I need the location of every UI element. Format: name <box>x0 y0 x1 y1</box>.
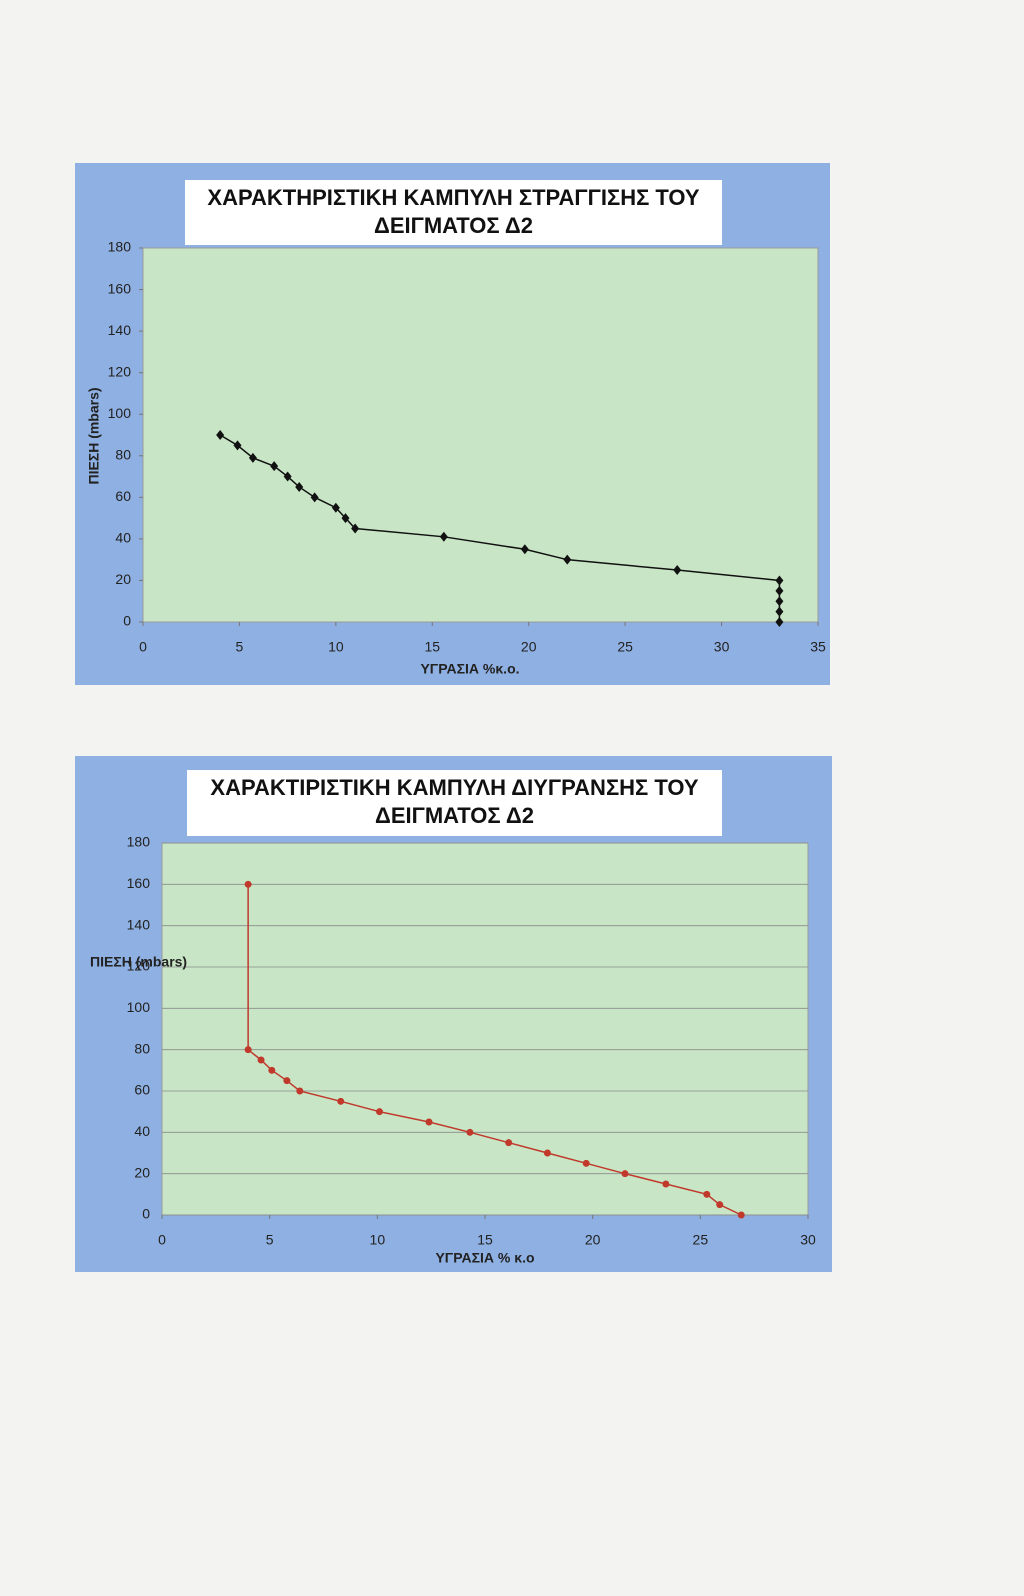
chart-title: ΧΑΡΑΚΤΗΡΙΣΤΙΚΗ ΚΑΜΠΥΛΗ ΣΤΡΑΓΓΙΣΗΣ ΤΟΥ ΔΕ… <box>185 180 722 245</box>
data-point <box>520 544 529 555</box>
data-point <box>543 1149 551 1157</box>
y-tick-label: 160 <box>108 280 132 296</box>
data-point <box>716 1201 724 1209</box>
data-point <box>351 523 360 534</box>
y-axis-label: ΠΙΕΣΗ (mbars) <box>90 954 187 970</box>
y-tick-label: 0 <box>123 613 131 629</box>
data-point <box>296 1087 304 1095</box>
x-tick-label: 25 <box>693 1232 709 1248</box>
data-point <box>295 481 304 492</box>
plot-area <box>161 842 809 1216</box>
data-point <box>244 1046 252 1054</box>
x-tick-label: 5 <box>236 639 244 655</box>
y-axis-label: ΠΙΕΣΗ (mbars) <box>86 387 102 484</box>
data-point <box>662 1180 670 1188</box>
data-point <box>268 1066 276 1074</box>
x-tick-label: 25 <box>617 639 633 655</box>
data-point <box>775 575 784 586</box>
y-tick-label: 40 <box>115 530 131 546</box>
data-point <box>775 617 784 627</box>
data-point <box>331 502 340 513</box>
data-point <box>283 471 292 482</box>
plot-area <box>142 247 819 623</box>
y-tick-label: 120 <box>108 363 132 379</box>
y-tick-label: 60 <box>115 488 131 504</box>
y-tick-label: 20 <box>134 1164 150 1180</box>
data-point <box>673 565 682 576</box>
data-point <box>375 1108 383 1116</box>
data-point <box>425 1118 433 1126</box>
y-tick-label: 180 <box>127 834 151 850</box>
data-point <box>582 1159 590 1167</box>
x-tick-label: 15 <box>424 639 440 655</box>
data-point <box>703 1190 711 1198</box>
y-tick-label: 160 <box>127 875 151 891</box>
x-tick-label: 10 <box>370 1232 386 1248</box>
y-tick-label: 120 <box>127 958 151 974</box>
x-axis-label: ΥΓΡΑΣΙΑ %κ.ο. <box>420 661 519 677</box>
data-point <box>216 430 225 440</box>
data-point <box>505 1139 513 1147</box>
data-point <box>233 440 242 451</box>
data-point <box>563 554 572 565</box>
y-tick-label: 140 <box>108 322 132 338</box>
x-tick-label: 35 <box>810 639 826 655</box>
y-tick-label: 80 <box>115 446 131 462</box>
y-tick-label: 20 <box>115 571 131 587</box>
y-tick-label: 0 <box>142 1206 150 1222</box>
data-point <box>244 880 252 888</box>
data-point <box>283 1077 291 1085</box>
x-tick-label: 0 <box>139 639 147 655</box>
x-tick-label: 10 <box>328 639 344 655</box>
y-tick-label: 40 <box>134 1123 150 1139</box>
x-tick-label: 20 <box>521 639 537 655</box>
y-tick-label: 140 <box>127 916 151 932</box>
x-tick-label: 0 <box>158 1232 166 1248</box>
y-tick-label: 100 <box>108 405 132 421</box>
x-tick-label: 30 <box>800 1232 816 1248</box>
data-point <box>257 1056 265 1064</box>
y-tick-label: 80 <box>134 1040 150 1056</box>
x-axis-label: ΥΓΡΑΣΙΑ % κ.ο <box>435 1250 534 1266</box>
x-tick-label: 5 <box>266 1232 274 1248</box>
x-tick-label: 15 <box>477 1232 493 1248</box>
x-tick-label: 30 <box>714 639 730 655</box>
data-point <box>621 1170 629 1178</box>
y-tick-label: 100 <box>127 999 151 1015</box>
data-point <box>248 452 257 463</box>
data-point <box>775 596 784 607</box>
data-point <box>341 513 350 524</box>
data-point <box>775 585 784 596</box>
y-tick-label: 180 <box>108 239 132 255</box>
data-point <box>270 461 279 472</box>
data-point <box>310 492 319 503</box>
y-tick-label: 60 <box>134 1082 150 1098</box>
data-point <box>466 1128 474 1136</box>
chart-title: ΧΑΡΑΚΤΙΡΙΣΤΙΚΗ ΚΑΜΠΥΛΗ ΔΙΥΓΡΑΝΣΗΣ ΤΟΥ ΔΕ… <box>187 770 722 836</box>
x-tick-label: 20 <box>585 1232 601 1248</box>
data-point <box>775 606 784 617</box>
data-point <box>737 1211 745 1219</box>
data-point <box>337 1097 345 1105</box>
data-point <box>439 531 448 542</box>
